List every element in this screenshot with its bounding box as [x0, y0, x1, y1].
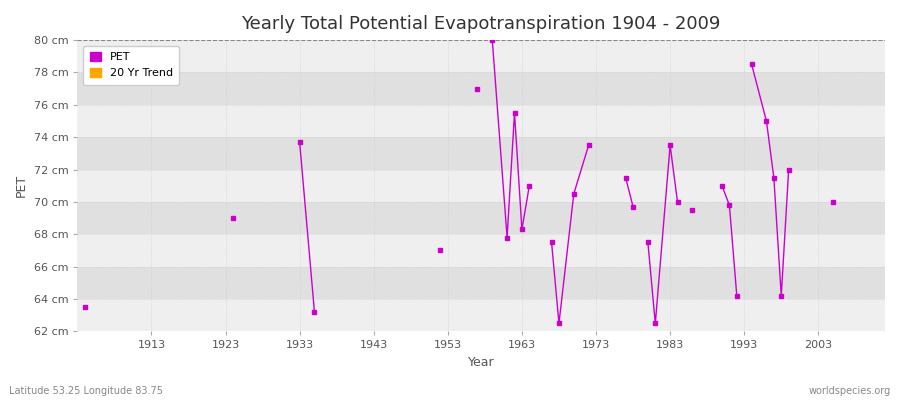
Bar [77, 170, 885, 202]
X-axis label: Year: Year [468, 356, 494, 369]
Bar [77, 267, 885, 299]
Y-axis label: PET: PET [15, 174, 28, 197]
Bar [77, 105, 885, 137]
Bar [77, 137, 885, 170]
Bar [77, 40, 885, 72]
Bar [77, 202, 885, 234]
Text: worldspecies.org: worldspecies.org [809, 386, 891, 396]
Title: Yearly Total Potential Evapotranspiration 1904 - 2009: Yearly Total Potential Evapotranspiratio… [241, 15, 721, 33]
Bar [77, 234, 885, 267]
Bar [77, 72, 885, 105]
Legend: PET, 20 Yr Trend: PET, 20 Yr Trend [83, 46, 179, 85]
Text: Latitude 53.25 Longitude 83.75: Latitude 53.25 Longitude 83.75 [9, 386, 163, 396]
Bar [77, 299, 885, 332]
